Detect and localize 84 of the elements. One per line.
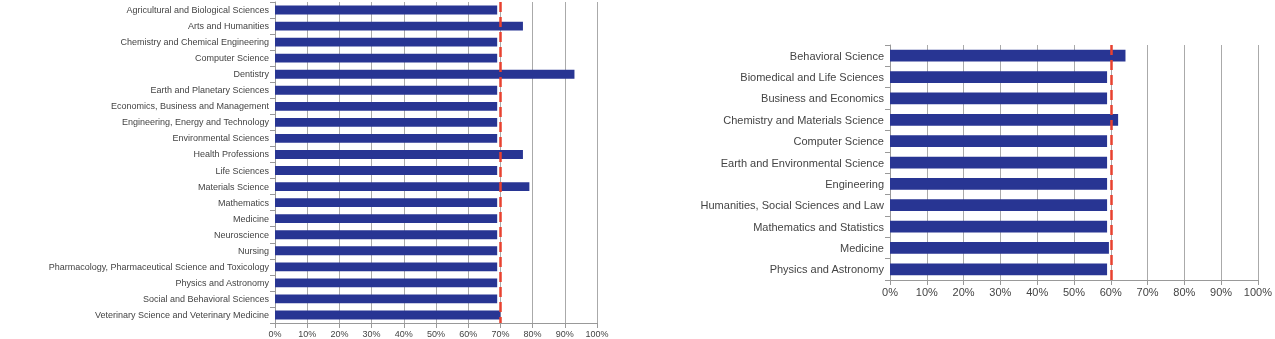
bar [890, 135, 1108, 148]
y-tick-label: Engineering, Energy and Technology [122, 117, 270, 128]
y-tick-label: Earth and Environmental Science [720, 156, 884, 169]
x-tick-label: 70% [491, 328, 510, 339]
x-tick-label: 80% [523, 328, 542, 339]
bar [890, 263, 1108, 276]
bar [890, 177, 1108, 190]
y-tick-label: Chemistry and Materials Science [723, 113, 884, 126]
y-tick-label: Veterinary Science and Veterinary Medicine [94, 309, 269, 320]
x-tick-label: 100% [1243, 285, 1273, 298]
bar [890, 242, 1109, 254]
bar [890, 113, 1119, 126]
x-tick-label: 100% [585, 328, 609, 339]
y-tick-label: Social and Behavioral Sciences [142, 293, 270, 304]
y-tick-label: Computer Science [194, 53, 269, 64]
bar [275, 214, 498, 224]
x-tick-label: 30% [989, 285, 1012, 298]
bar [275, 166, 498, 175]
bar [275, 150, 523, 159]
bar [890, 71, 1108, 83]
y-tick-label: Arts and Humanities [187, 21, 270, 32]
bar [275, 262, 498, 272]
bar [890, 199, 1108, 212]
x-tick-label: 50% [426, 328, 446, 339]
x-tick-label: 0% [268, 328, 282, 339]
x-tick-label: 30% [362, 328, 381, 339]
y-tick-label: Environmental Sciences [172, 133, 270, 144]
bar [275, 294, 498, 304]
x-tick-label: 40% [394, 328, 413, 339]
y-tick-label: Health Professions [193, 149, 270, 160]
bar [275, 246, 498, 256]
bar [890, 49, 1126, 62]
bar [275, 117, 498, 127]
x-tick-label: 80% [1173, 285, 1196, 298]
bar [275, 182, 530, 191]
x-tick-label: 70% [1136, 285, 1159, 298]
y-tick-label: Mathematics and Statistics [753, 220, 885, 233]
bar [890, 156, 1108, 169]
x-tick-label: 10% [915, 285, 939, 298]
y-tick-label: Nursing [237, 245, 269, 256]
bar [275, 37, 498, 47]
bar [275, 134, 498, 143]
bar [275, 85, 498, 95]
bar [275, 21, 523, 31]
y-tick-label: Biomedical and Life Sciences [740, 71, 885, 84]
y-tick-label: Life Sciences [215, 165, 270, 176]
x-tick-label: 90% [555, 328, 574, 339]
bar [275, 230, 498, 240]
bar [275, 310, 501, 320]
y-tick-label: Earth and Planetary Sciences [150, 85, 270, 96]
bar [275, 69, 575, 79]
y-tick-label: Economics, Business and Management [110, 101, 270, 112]
y-tick-label: Medicine [232, 213, 269, 224]
y-tick-label: Dentistry [233, 69, 270, 80]
y-tick-label: Humanities, Social Sciences and Law [700, 199, 885, 212]
x-tick-label: 20% [952, 285, 975, 298]
bar [275, 278, 498, 288]
y-tick-label: Agricultural and Biological Sciences [126, 5, 270, 16]
x-tick-label: 0% [882, 285, 899, 298]
x-tick-label: 60% [1099, 285, 1122, 298]
bar [275, 198, 498, 208]
y-tick-label: Behavioral Science [789, 49, 884, 62]
y-tick-label: Physics and Astronomy [769, 263, 885, 276]
y-tick-label: Materials Science [197, 181, 269, 192]
bar [275, 53, 498, 63]
y-tick-label: Mathematics [217, 197, 270, 208]
x-tick-label: 10% [298, 328, 317, 339]
y-tick-label: Pharmacology, Pharmaceutical Science and Toxicology [48, 261, 270, 272]
y-tick-label: Neuroscience [213, 229, 269, 240]
bar [275, 101, 498, 111]
x-tick-label: 40% [1026, 285, 1049, 298]
y-tick-label: Medicine [839, 241, 884, 254]
x-tick-label: 60% [459, 328, 478, 339]
y-tick-label: Business and Economics [761, 92, 885, 105]
x-tick-label: 90% [1210, 285, 1233, 298]
bar [890, 220, 1108, 233]
x-tick-label: 20% [330, 328, 349, 339]
y-tick-label: Chemistry and Chemical Engineering [120, 37, 269, 48]
y-tick-label: Engineering [825, 177, 884, 190]
y-tick-label: Physics and Astronomy [175, 277, 270, 288]
bar [275, 5, 498, 15]
y-tick-label: Computer Science [793, 135, 884, 148]
x-tick-label: 50% [1062, 285, 1086, 298]
bar [890, 92, 1108, 105]
